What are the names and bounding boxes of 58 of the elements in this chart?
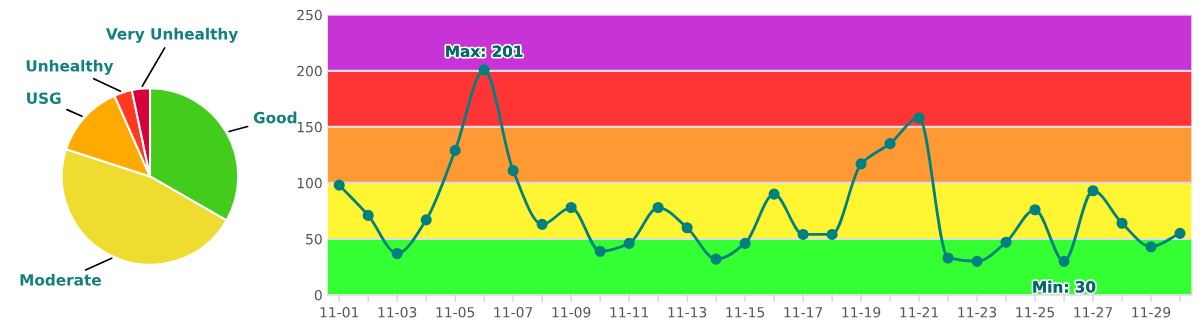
point: [449, 144, 461, 156]
point: [710, 253, 722, 265]
point: [1029, 204, 1041, 216]
x-tick-label: 11-29: [1132, 307, 1171, 318]
y-tick-label: 100: [297, 177, 322, 189]
point: [942, 252, 954, 264]
point: [594, 245, 606, 257]
slice-label: Good: [253, 111, 297, 124]
point: [1116, 217, 1128, 229]
point: [826, 228, 838, 240]
point: [623, 237, 635, 249]
x-tick-label: 11-15: [726, 307, 765, 318]
point: [652, 201, 664, 214]
x-tick-label: 11-01: [320, 307, 359, 318]
y-tick-label: 250: [297, 9, 322, 21]
point: [797, 228, 809, 240]
point: [1174, 227, 1186, 239]
y-tick-label: 150: [297, 121, 322, 133]
x-tick-label: 11-03: [378, 307, 417, 318]
point: [391, 247, 403, 260]
x-tick-label: 11-23: [958, 307, 997, 318]
point: [1058, 255, 1070, 267]
slice-label: Moderate: [20, 273, 101, 286]
point: [507, 165, 519, 177]
annotation: Min: 30: [1033, 280, 1096, 293]
y-tick-label: 50: [306, 233, 322, 245]
point: [971, 255, 983, 267]
point: [420, 214, 432, 226]
annotation: Max: 201: [446, 45, 523, 58]
point: [333, 179, 345, 191]
point: [1087, 185, 1099, 197]
y-tick-label: 200: [297, 65, 322, 77]
x-tick-label: 11-13: [668, 307, 707, 318]
slice-label: USG: [27, 92, 61, 104]
y-tick-label: 0: [314, 289, 322, 301]
x-tick-label: 11-07: [494, 307, 533, 318]
x-tick-label: 11-25: [1016, 307, 1054, 318]
x-tick-label: 11-11: [610, 307, 649, 318]
point: [681, 222, 693, 234]
x-tick-label: 11-21: [900, 307, 938, 318]
x-tick-label: 11-09: [552, 307, 591, 318]
point: [739, 237, 751, 249]
slice-label: Unhealthy: [26, 59, 114, 75]
point: [768, 188, 780, 200]
point: [536, 218, 548, 230]
point: [1145, 241, 1157, 253]
x-tick-label: 11-05: [436, 307, 475, 318]
point: [565, 201, 577, 214]
point: [362, 209, 374, 221]
x-tick-label: 11-19: [842, 307, 881, 318]
point: [1000, 236, 1012, 248]
point: [855, 158, 867, 170]
slice-label: Very Unhealthy: [105, 27, 238, 43]
point: [913, 112, 925, 124]
x-tick-label: 11-17: [784, 307, 823, 318]
point: [884, 138, 896, 150]
x-tick-label: 11-27: [1074, 307, 1113, 318]
point: [478, 64, 490, 76]
